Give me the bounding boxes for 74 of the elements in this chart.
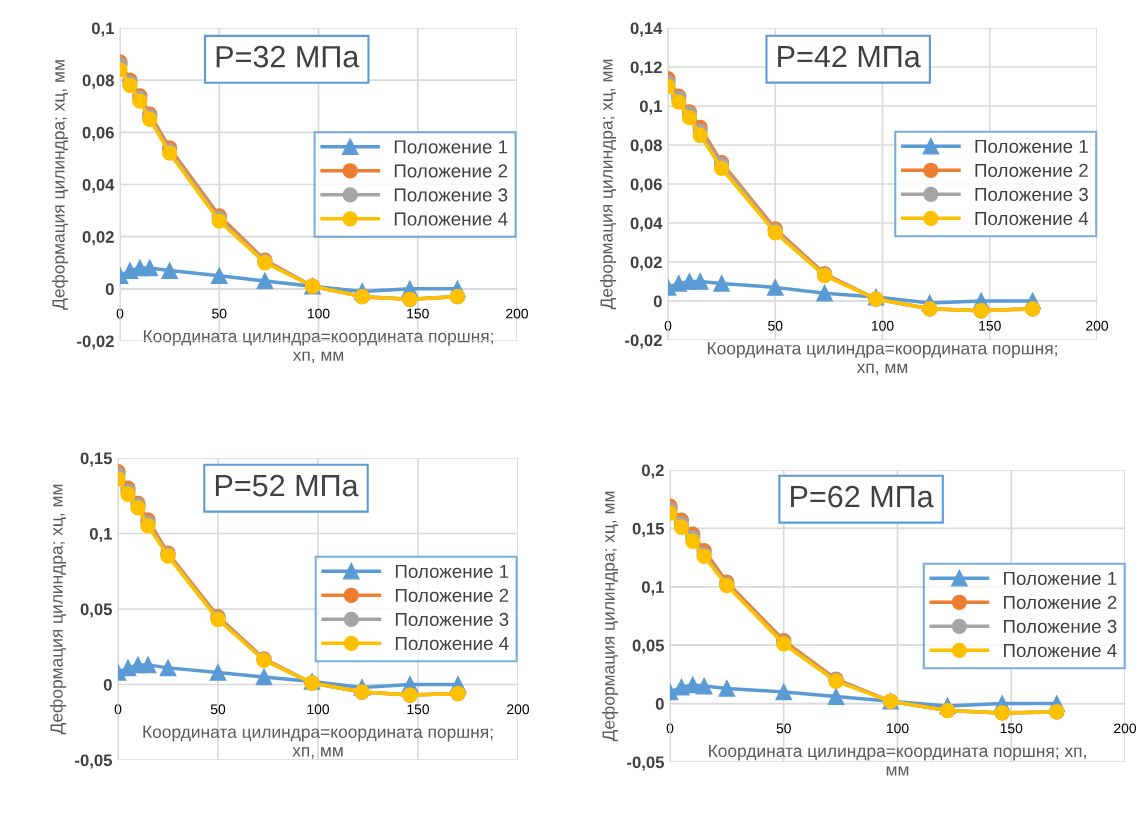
legend-label: Положение 1 <box>394 140 508 154</box>
legend-label: Положение 3 <box>394 188 508 202</box>
y-tick-label: 0 <box>653 295 662 308</box>
x-tick-label: 150 <box>1000 723 1023 734</box>
y-tick-label: 0,1 <box>639 100 662 115</box>
x-axis-title: Координата цилиндра=координата поршня; хп, мм <box>143 330 493 364</box>
y-tick-label: 0,05 <box>80 603 112 618</box>
y-tick-label: 0,08 <box>82 74 114 89</box>
legend-label: Положение 2 <box>975 163 1088 178</box>
x-tick-label: 0 <box>116 308 124 319</box>
x-tick-label: 50 <box>210 704 226 715</box>
y-tick-label: 0,12 <box>630 61 662 76</box>
y-tick-label: -0,05 <box>75 754 112 769</box>
x-axis-title: Координата цилиндра=координата поршня; хп, мм <box>709 744 1086 776</box>
x-tick-label: 50 <box>776 723 791 734</box>
legend-label: Положение 4 <box>394 212 508 226</box>
y-tick-label: 0,05 <box>632 639 664 654</box>
x-axis-title: Координата цилиндра=координата поршня; хп, мм <box>143 725 493 759</box>
legend-label: Положение 4 <box>1004 644 1117 658</box>
x-tick-label: 100 <box>307 308 330 319</box>
chart-title: P=32 МПа <box>216 45 360 68</box>
x-tick-label: 0 <box>114 704 122 715</box>
y-tick-label: 0,15 <box>80 452 112 467</box>
y-tick-label: 0,04 <box>82 178 115 194</box>
x-tick-label: 200 <box>1086 320 1109 331</box>
y-tick-label: 0,1 <box>89 527 112 543</box>
x-tick-label: 100 <box>886 723 909 734</box>
y-tick-label: 0,02 <box>630 256 662 271</box>
x-tick-label: 0 <box>664 320 672 331</box>
x-tick-label: 0 <box>666 723 674 734</box>
legend-label: Положение 3 <box>395 612 509 627</box>
legend-label: Положение 3 <box>975 187 1088 202</box>
y-tick-label: 0,15 <box>632 522 664 538</box>
x-tick-label: 100 <box>871 320 894 331</box>
legend-label: Положение 3 <box>1004 619 1117 634</box>
y-tick-label: 0,04 <box>630 217 663 232</box>
x-tick-label: 200 <box>1114 723 1137 734</box>
y-axis-title: Деформация цилиндра; хц, мм <box>51 60 69 310</box>
y-tick-label: 0,06 <box>82 126 114 141</box>
y-tick-label: 0,02 <box>82 231 114 246</box>
y-tick-label: 0,1 <box>91 22 114 37</box>
y-tick-label: 0 <box>105 283 114 296</box>
y-axis-title: Деформация цилиндра; хц, мм <box>601 491 619 742</box>
legend-label: Положение 1 <box>1004 571 1117 585</box>
y-axis-title: Деформация цилиндра; хц, мм <box>49 484 67 735</box>
x-tick-label: 150 <box>407 704 430 715</box>
y-tick-label: 0,06 <box>630 178 662 193</box>
legend-label: Положение 1 <box>395 564 509 578</box>
legend-label: Положение 4 <box>975 212 1089 226</box>
legend-label: Положение 1 <box>975 139 1088 153</box>
y-tick-label: 0,08 <box>630 139 662 154</box>
y-axis-title: Деформация цилиндра; хц, мм <box>599 59 617 310</box>
y-tick-label: -0,05 <box>627 756 664 771</box>
y-tick-label: 0,14 <box>630 22 663 37</box>
x-tick-label: 200 <box>507 704 530 715</box>
y-tick-label: 0 <box>103 678 112 691</box>
y-tick-label: -0,02 <box>77 335 114 350</box>
x-tick-label: 150 <box>407 308 429 319</box>
x-tick-label: 50 <box>212 308 227 319</box>
legend-label: Положение 2 <box>394 164 508 178</box>
x-tick-label: 200 <box>506 308 529 319</box>
y-tick-label: -0,02 <box>625 334 662 349</box>
x-tick-label: 50 <box>768 320 783 331</box>
legend-label: Положение 2 <box>1004 595 1117 610</box>
x-tick-label: 150 <box>979 320 1001 331</box>
legend-label: Положение 2 <box>395 588 509 603</box>
chart-title: P=62 МПа <box>791 485 934 508</box>
y-tick-label: 0,1 <box>641 581 664 596</box>
x-axis-title: Координата цилиндра=координата поршня; хп, мм <box>707 342 1057 376</box>
y-tick-label: 0,2 <box>641 464 664 479</box>
legend-label: Положение 4 <box>395 637 509 651</box>
chart-title: P=52 МПа <box>215 474 359 497</box>
chart-title: P=42 МПа <box>778 45 921 68</box>
x-tick-label: 100 <box>307 704 330 715</box>
